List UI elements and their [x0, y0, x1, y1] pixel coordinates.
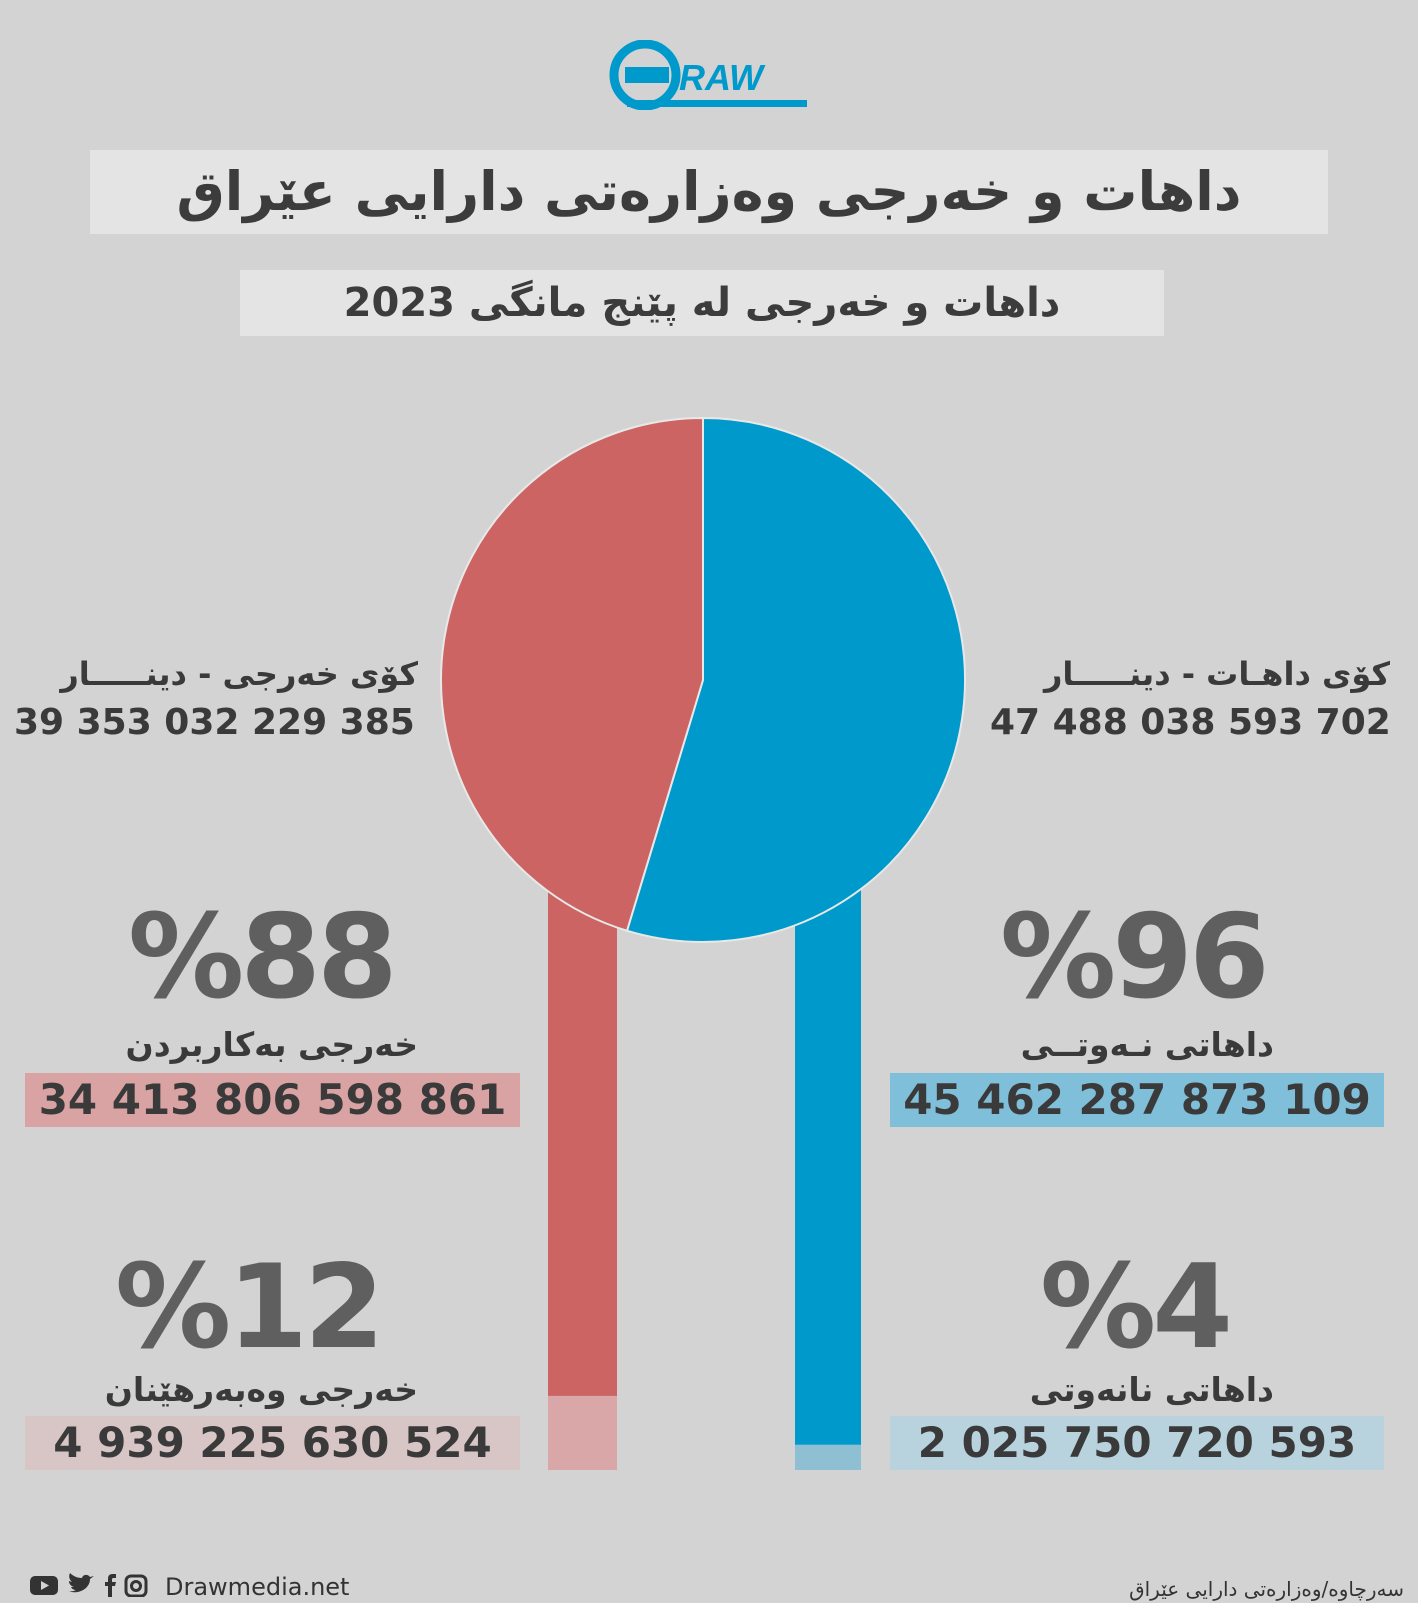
subtitle-band	[240, 270, 1164, 336]
youtube-icon[interactable]	[30, 1576, 58, 1595]
revenue-item2-value: 2 025 750 720 593	[890, 1416, 1384, 1470]
facebook-icon[interactable]	[105, 1574, 116, 1597]
pie-slice-expense	[440, 417, 704, 932]
source-note: سەرچاوە/وەزارەتی دارایی عێراق	[1129, 1577, 1404, 1601]
expense-item2-label: خەرجی وەبەرهێنان	[104, 1370, 418, 1409]
expense-item2-percent: %12	[115, 1240, 385, 1375]
page-title: داهات و خەرجی وەزارەتی دارایی عێراق	[176, 160, 1242, 223]
expense-stem-operating	[548, 880, 617, 1396]
logo-text: RAW	[679, 57, 766, 98]
social-icons	[28, 1573, 158, 1603]
expense-item2-value: 4 939 225 630 524	[25, 1416, 520, 1470]
title-band	[90, 150, 1328, 234]
expense-stem-investment	[548, 1395, 617, 1470]
page-subtitle: داهات و خەرجی لە پێنج مانگی 2023	[343, 280, 1061, 326]
expense-item1-label: خەرجی بەکاربردن	[125, 1025, 418, 1064]
revenue-total-label: کۆی داهـات - دینـــــار	[1043, 655, 1390, 693]
revenue-item1-label: داهاتی نـەوتــی	[1020, 1025, 1274, 1064]
twitter-icon[interactable]	[68, 1573, 94, 1593]
expense-total-label: کۆی خەرجی - دینـــــار	[60, 655, 418, 693]
revenue-stem-non-oil	[795, 1444, 861, 1470]
expense-total-value: 39 353 032 229 385	[14, 702, 415, 743]
website-link[interactable]: Drawmedia.net	[165, 1573, 350, 1601]
expense-item1-value: 34 413 806 598 861	[25, 1073, 520, 1127]
instagram-icon[interactable]	[124, 1574, 148, 1598]
revenue-item1-percent: %96	[1000, 890, 1270, 1025]
revenue-item2-percent: %4	[1040, 1240, 1233, 1375]
expense-item1-percent: %88	[128, 890, 398, 1025]
revenue-item1-value: 45 462 287 873 109	[890, 1073, 1384, 1127]
revenue-item2-label: داهاتی نانەوتی	[1029, 1370, 1274, 1409]
revenue-stem-oil	[795, 880, 861, 1445]
pie-slice-revenue	[626, 417, 966, 943]
revenue-total-value: 47 488 038 593 702	[990, 702, 1391, 743]
draw-logo: RAW	[609, 40, 807, 110]
